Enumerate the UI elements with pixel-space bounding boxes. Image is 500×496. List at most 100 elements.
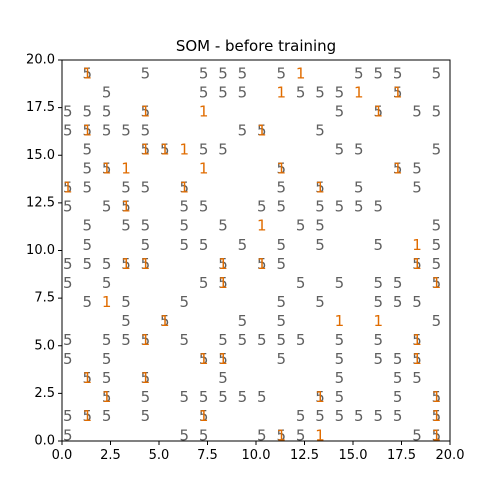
digit-5-mark: 5: [102, 102, 112, 120]
digit-5-mark: 5: [276, 198, 286, 216]
digit-5-mark: 5: [335, 102, 345, 120]
digit-5-mark: 5: [141, 64, 151, 82]
digit-5-mark: 5: [141, 407, 151, 425]
digit-5-mark: 5: [257, 426, 267, 444]
digit-1-mark: 1: [82, 64, 92, 82]
digit-5-mark: 5: [102, 331, 112, 349]
digit-5-mark: 5: [276, 312, 286, 330]
digit-5-mark: 5: [393, 388, 403, 406]
digit-5-mark: 5: [296, 331, 306, 349]
digit-1-mark: 1: [393, 83, 403, 101]
y-tick-label: 0.0: [34, 434, 55, 449]
digit-5-mark: 5: [276, 350, 286, 368]
digit-5-mark: 5: [102, 274, 112, 292]
digit-5-mark: 5: [218, 217, 228, 235]
digit-1-mark: 1: [141, 102, 151, 120]
digit-5-mark: 5: [102, 83, 112, 101]
digit-1-mark: 1: [257, 217, 267, 235]
digit-5-mark: 5: [373, 198, 383, 216]
digit-5-mark: 5: [315, 198, 325, 216]
digit-1-mark: 1: [257, 121, 267, 139]
digit-5-mark: 5: [335, 388, 345, 406]
digit-5-mark: 5: [199, 64, 209, 82]
digit-5-mark: 5: [276, 255, 286, 273]
digit-5-mark: 5: [199, 388, 209, 406]
digit-5-mark: 5: [373, 293, 383, 311]
digit-5-mark: 5: [102, 121, 112, 139]
digit-1-mark: 1: [82, 121, 92, 139]
digit-5-mark: 5: [63, 426, 73, 444]
digit-5-mark: 5: [102, 255, 112, 273]
digit-5-mark: 5: [276, 293, 286, 311]
digit-1-mark: 1: [82, 369, 92, 387]
digit-5-mark: 5: [102, 369, 112, 387]
digit-1-mark: 1: [432, 274, 442, 292]
x-tick-label: 10.0: [242, 448, 271, 463]
digit-1-mark: 1: [160, 312, 170, 330]
digit-1-mark: 1: [276, 426, 286, 444]
digit-5-mark: 5: [373, 236, 383, 254]
digit-1-mark: 1: [82, 407, 92, 425]
digit-1-mark: 1: [102, 160, 112, 178]
digit-5-mark: 5: [238, 388, 248, 406]
digit-1-mark: 1: [335, 312, 345, 330]
digit-5-mark: 5: [373, 407, 383, 425]
digit-5-mark: 5: [335, 83, 345, 101]
digit-5-mark: 5: [179, 198, 189, 216]
digit-1-mark: 1: [199, 407, 209, 425]
digit-5-mark: 5: [141, 179, 151, 197]
digit-1-mark: 1: [432, 388, 442, 406]
digit-5-mark: 5: [412, 179, 422, 197]
digit-5-mark: 5: [412, 369, 422, 387]
digit-5-mark: 5: [63, 274, 73, 292]
digit-5-mark: 5: [218, 141, 228, 159]
digit-5-mark: 5: [63, 121, 73, 139]
digit-1-mark: 1: [179, 179, 189, 197]
y-tick-label: 20.0: [26, 53, 55, 68]
digit-1-mark: 1: [412, 255, 422, 273]
digit-1-mark: 1: [141, 369, 151, 387]
digit-5-mark: 5: [179, 388, 189, 406]
digit-5-mark: 5: [238, 236, 248, 254]
digit-5-mark: 5: [276, 64, 286, 82]
digit-5-mark: 5: [296, 274, 306, 292]
digit-1-mark: 1: [199, 160, 209, 178]
digit-1-mark: 1: [276, 160, 286, 178]
digit-5-mark: 5: [63, 255, 73, 273]
digit-5-mark: 5: [335, 350, 345, 368]
digit-1-mark: 1: [218, 255, 228, 273]
digit-5-mark: 5: [199, 83, 209, 101]
digit-5-mark: 5: [141, 388, 151, 406]
digit-1-mark: 1: [276, 83, 286, 101]
digit-5-mark: 5: [218, 331, 228, 349]
digit-5-mark: 5: [121, 331, 131, 349]
digit-5-mark: 5: [276, 179, 286, 197]
digit-5-mark: 5: [179, 293, 189, 311]
digit-5-mark: 5: [102, 350, 112, 368]
y-tick-label: 15.0: [26, 148, 55, 163]
digit-1-mark: 1: [102, 388, 112, 406]
digit-5-mark: 5: [393, 369, 403, 387]
chart-marks: 5 5 5 5 5 5 5 5 5 55 5 5 5 5 5 5 55 5 5 5 5 5 5 55 5 5 5 5 5 5 55 5 5 5 5 5…: [63, 64, 441, 444]
x-tick-label: 17.5: [387, 448, 416, 463]
digit-5-mark: 5: [218, 369, 228, 387]
digit-5-mark: 5: [238, 331, 248, 349]
digit-5-mark: 5: [315, 121, 325, 139]
x-tick-label: 20.0: [436, 448, 465, 463]
digit-5-mark: 5: [315, 407, 325, 425]
digit-1-mark: 1: [315, 426, 325, 444]
digit-5-mark: 5: [354, 141, 364, 159]
digit-5-mark: 5: [199, 236, 209, 254]
y-tick-label: 10.0: [26, 243, 55, 258]
digit-1-mark: 1: [121, 160, 131, 178]
digit-5-mark: 5: [432, 312, 442, 330]
digit-1-mark: 1: [121, 255, 131, 273]
digit-5-mark: 5: [276, 236, 286, 254]
digit-1-mark: 1: [315, 388, 325, 406]
digit-5-mark: 5: [373, 274, 383, 292]
y-tick-label: 2.5: [34, 386, 55, 401]
digit-5-mark: 5: [393, 293, 403, 311]
digit-1-mark: 1: [432, 407, 442, 425]
digit-5-mark: 5: [373, 350, 383, 368]
digit-5-mark: 5: [393, 350, 403, 368]
